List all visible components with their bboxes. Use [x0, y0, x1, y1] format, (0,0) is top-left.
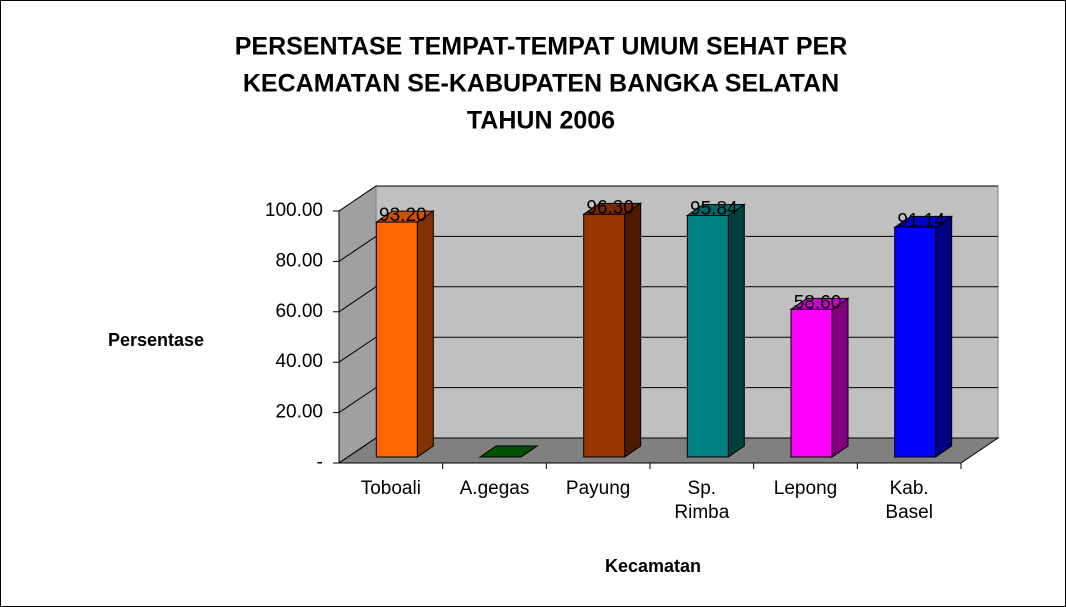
bar-side	[624, 202, 642, 458]
y-tick-label: -	[317, 452, 323, 473]
x-tick-label: Sp. Rimba	[674, 478, 730, 523]
y-tick-label: 40.00	[275, 351, 323, 372]
y-tick-label: 80.00	[275, 250, 323, 271]
x-axis-label: Kecamatan	[605, 556, 701, 576]
bar	[790, 308, 833, 458]
chart-title: TAHUN 2006	[467, 107, 615, 135]
bar	[686, 214, 729, 458]
x-tick-label: A.gegas	[459, 478, 530, 499]
x-tick-label: Toboali	[360, 478, 421, 499]
value-label: 93.20	[379, 205, 427, 226]
grid-line	[338, 185, 998, 212]
value-label: 91.14	[897, 210, 945, 231]
bar-side	[831, 297, 849, 458]
x-tick-label: Kab. Basel	[885, 478, 933, 523]
value-label: 96.30	[586, 197, 634, 218]
bar-side	[935, 215, 953, 458]
chart-title: KECAMATAN SE-KABUPATEN BANGKA SELATAN	[243, 70, 839, 98]
bar	[583, 213, 626, 458]
bar	[894, 226, 937, 458]
side-wall	[338, 185, 377, 464]
y-tick-label: 100.00	[265, 200, 323, 221]
y-axis-label: Persentase	[108, 330, 204, 350]
chart-title: PERSENTASE TEMPAT-TEMPAT UMUM SEHAT PER	[235, 33, 848, 61]
x-tick-label: Payung	[565, 478, 631, 499]
y-tick-label: 20.00	[275, 402, 323, 423]
bar-top	[478, 445, 539, 458]
y-tick-label: 60.00	[275, 301, 323, 322]
bar-side	[727, 203, 745, 458]
bar-side	[416, 210, 434, 458]
value-label: 95.84	[690, 198, 738, 219]
bar	[375, 221, 418, 458]
x-tick-label: Lepong	[773, 478, 838, 499]
value-label: 58.60	[794, 292, 842, 313]
